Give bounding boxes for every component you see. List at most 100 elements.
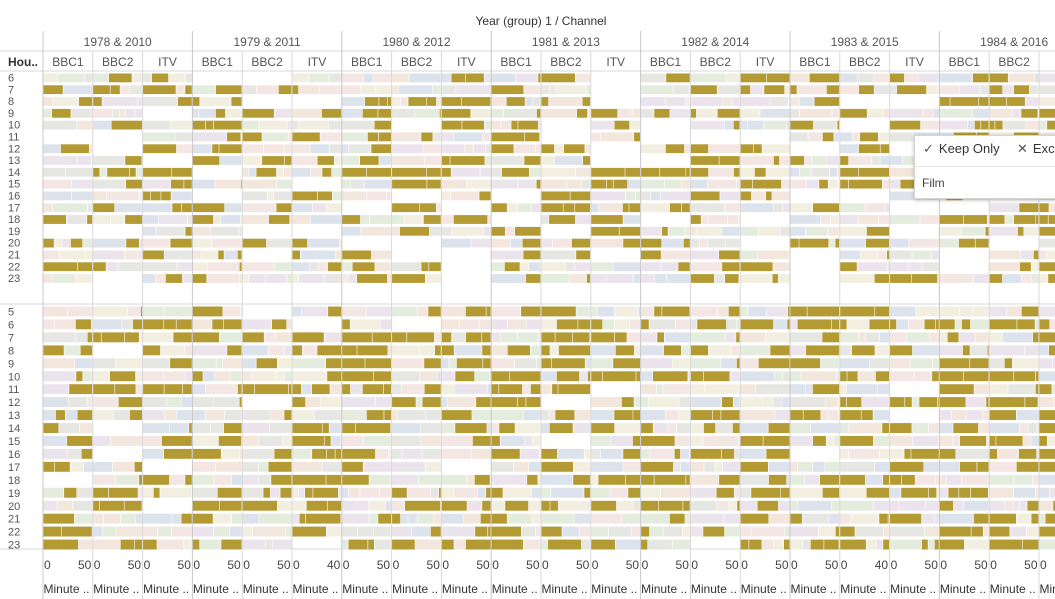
programme-bar xyxy=(790,97,800,106)
axis-tick-label: 0 xyxy=(243,558,250,572)
film-bar xyxy=(142,144,177,154)
film-bar xyxy=(1045,513,1055,524)
film-bar xyxy=(165,274,183,283)
film-bar xyxy=(192,448,221,459)
film-bar xyxy=(219,500,242,511)
programme-bar xyxy=(790,179,806,189)
programme-bar xyxy=(726,238,740,248)
programme-bar xyxy=(790,226,805,236)
programme-bar xyxy=(507,319,527,330)
channel-header: ITV xyxy=(905,55,924,69)
film-bar xyxy=(889,423,912,433)
film-bar xyxy=(740,73,767,83)
programme-bar xyxy=(615,423,640,433)
programme-bar xyxy=(192,144,212,154)
programme-bar xyxy=(740,306,748,317)
film-bar xyxy=(439,108,441,118)
axis-label: Minute .. xyxy=(44,582,90,596)
programme-bar xyxy=(1013,487,1036,498)
film-bar xyxy=(242,132,262,142)
programme-bar xyxy=(1016,410,1039,420)
programme-bar xyxy=(716,423,733,433)
keep-only-button[interactable]: ✓ Keep Only xyxy=(923,141,1000,157)
programme-bar xyxy=(210,226,239,236)
programme-bar xyxy=(951,410,966,420)
film-bar xyxy=(752,179,782,189)
programme-bar xyxy=(491,345,507,356)
programme-bar xyxy=(92,358,116,369)
film-bar xyxy=(132,319,142,330)
programme-bar xyxy=(414,108,439,118)
hour-label: 15 xyxy=(8,436,20,448)
film-bar xyxy=(722,262,740,272)
programme-bar xyxy=(341,539,348,550)
film-bar xyxy=(192,539,200,550)
film-bar xyxy=(218,250,224,260)
film-bar xyxy=(192,203,225,213)
axis-label: Minute .. xyxy=(93,582,139,596)
film-bar xyxy=(504,262,520,272)
film-bar xyxy=(541,73,575,83)
programme-bar xyxy=(485,144,491,154)
film-bar xyxy=(87,332,93,343)
programme-bar xyxy=(1003,85,1014,95)
programme-bar xyxy=(899,500,926,511)
film-bar xyxy=(192,500,220,511)
film-bar xyxy=(391,203,419,213)
film-bar xyxy=(851,345,875,356)
film-bar xyxy=(820,474,840,485)
film-bar xyxy=(441,97,462,106)
programme-bar xyxy=(1025,345,1039,356)
programme-bar xyxy=(640,108,654,118)
programme-bar xyxy=(963,500,989,511)
programme-bar xyxy=(491,156,524,165)
programme-bar xyxy=(341,120,374,130)
exclude-button[interactable]: ✕Exclude xyxy=(1017,141,1055,157)
programme-bar xyxy=(391,306,418,317)
programme-bar xyxy=(839,384,846,395)
film-bar xyxy=(328,500,342,511)
programme-bar xyxy=(391,97,401,106)
film-bar xyxy=(690,410,712,420)
film-bar xyxy=(787,306,790,317)
film-bar xyxy=(272,319,287,330)
programme-bar xyxy=(275,332,292,343)
film-bar xyxy=(839,526,855,537)
programme-bar xyxy=(89,144,93,154)
year-header: 1984 & 2016 xyxy=(980,35,1048,49)
programme-bar xyxy=(263,144,284,154)
film-bar xyxy=(632,436,640,446)
programme-bar xyxy=(590,358,613,369)
programme-bar xyxy=(690,97,722,106)
film-bar xyxy=(142,85,176,95)
programme-bar xyxy=(231,474,242,485)
film-bar xyxy=(142,345,161,356)
programme-bar xyxy=(112,461,134,472)
programme-bar xyxy=(538,332,541,343)
programme-bar xyxy=(956,448,989,459)
film-bar xyxy=(462,120,484,130)
programme-bar xyxy=(287,120,292,130)
programme-bar xyxy=(265,274,287,283)
film-bar xyxy=(986,397,989,407)
programme-bar xyxy=(135,513,142,524)
axis-tick-label: 50 xyxy=(526,558,540,572)
film-bar xyxy=(640,474,654,485)
programme-bar xyxy=(877,250,887,260)
programme-bar xyxy=(787,120,790,130)
programme-bar xyxy=(852,132,860,142)
programme-bar xyxy=(738,436,740,446)
film-bar xyxy=(317,191,332,201)
programme-bar xyxy=(708,238,726,248)
film-bar xyxy=(378,513,391,524)
axis-tick-label: 50 xyxy=(178,558,192,572)
programme-bar xyxy=(332,191,342,201)
film-bar xyxy=(989,371,1014,382)
programme-bar xyxy=(640,85,674,95)
programme-bar xyxy=(43,306,68,317)
programme-bar xyxy=(391,73,409,83)
channel-header: BBC1 xyxy=(799,55,831,69)
programme-bar xyxy=(242,487,263,498)
axis-tick-label: 0 xyxy=(542,558,549,572)
film-bar xyxy=(465,306,486,317)
